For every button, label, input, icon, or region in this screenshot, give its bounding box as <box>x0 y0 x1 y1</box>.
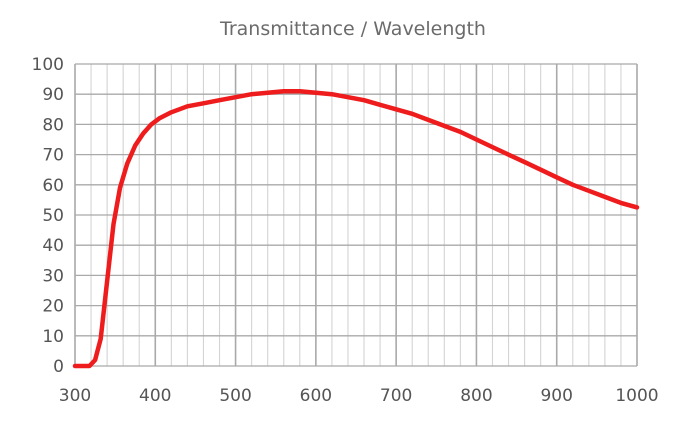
x-tick-label: 400 <box>139 386 171 406</box>
x-tick-label: 500 <box>219 386 251 406</box>
y-tick-label: 60 <box>42 176 64 196</box>
y-tick-label: 80 <box>42 115 64 135</box>
y-tick-label: 0 <box>53 357 64 377</box>
y-axis-ticks: 0 10 20 30 40 50 60 70 80 90 100 <box>32 55 64 377</box>
y-tick-label: 10 <box>42 327 64 347</box>
chart-grid <box>74 63 638 367</box>
y-tick-label: 30 <box>42 266 64 286</box>
y-tick-label: 20 <box>42 297 64 317</box>
x-tick-label: 1000 <box>615 386 658 406</box>
x-tick-label: 300 <box>59 386 91 406</box>
y-tick-label: 50 <box>42 206 64 226</box>
y-tick-label: 70 <box>42 146 64 166</box>
y-tick-label: 40 <box>42 236 64 256</box>
series-line <box>72 88 640 369</box>
x-tick-label: 700 <box>380 386 412 406</box>
x-axis-ticks: 300 400 500 600 700 800 900 1000 <box>59 386 659 406</box>
x-tick-label: 900 <box>540 386 572 406</box>
chart-title: Transmittance / Wavelength <box>219 18 486 40</box>
chart-series <box>72 88 640 369</box>
y-tick-label: 90 <box>42 85 64 105</box>
x-tick-label: 800 <box>460 386 492 406</box>
y-tick-label: 100 <box>32 55 64 75</box>
x-tick-label: 600 <box>300 386 332 406</box>
